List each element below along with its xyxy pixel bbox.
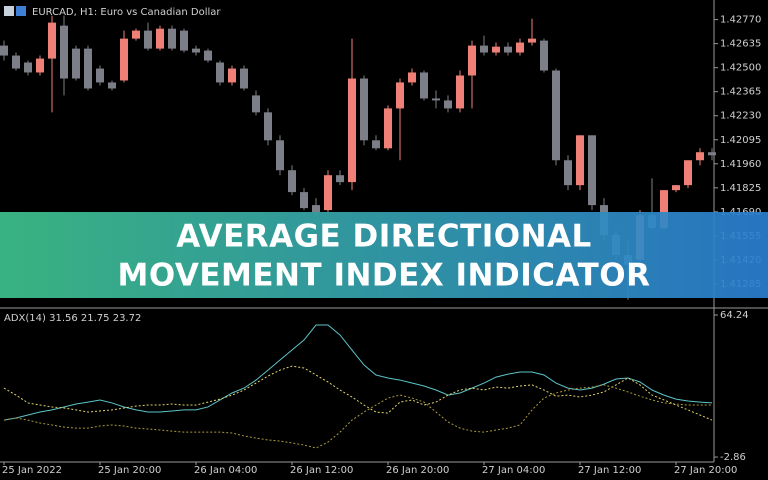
- candle-body: [36, 58, 44, 73]
- candle-body: [372, 140, 380, 149]
- banner-band: [0, 212, 768, 298]
- candle-body: [60, 25, 68, 79]
- y-tick-label: 1.41960: [720, 159, 761, 170]
- symbol-icon[interactable]: [16, 6, 26, 16]
- x-tick-label: 26 Jan 04:00: [194, 465, 257, 476]
- candle-body: [576, 135, 584, 186]
- candle-body: [528, 38, 536, 43]
- candle-body: [24, 62, 32, 73]
- y-tick-label: 1.41825: [720, 183, 761, 194]
- candle-body: [264, 112, 272, 141]
- candle-body: [420, 72, 428, 99]
- banner: AVERAGE DIRECTIONAL MOVEMENT INDEX INDIC…: [0, 212, 768, 298]
- y-tick-label: 1.42365: [720, 87, 761, 98]
- candle-body: [660, 190, 668, 229]
- x-tick-label: 27 Jan 20:00: [674, 465, 737, 476]
- candle-body: [84, 48, 92, 89]
- candle-body: [324, 175, 332, 211]
- banner-line: MOVEMENT INDEX INDICATOR: [118, 258, 651, 294]
- y-tick-label: 1.42230: [720, 111, 761, 122]
- candle-body: [468, 45, 476, 76]
- y-tick-label: 1.42770: [720, 15, 761, 26]
- candle-body: [456, 75, 464, 109]
- candle-body: [180, 30, 188, 51]
- y-tick-label: -2.86: [720, 452, 746, 463]
- candle-body: [12, 55, 20, 69]
- x-tick-label: 25 Jan 20:00: [98, 465, 161, 476]
- candle-body: [276, 140, 284, 171]
- candle-body: [408, 72, 416, 83]
- banner-line: AVERAGE DIRECTIONAL: [176, 219, 592, 255]
- candle-body: [300, 192, 308, 209]
- candle-body: [564, 160, 572, 186]
- candle-body: [480, 45, 488, 53]
- candle-body: [0, 45, 8, 56]
- x-tick-label: 26 Jan 12:00: [290, 465, 353, 476]
- candle-body: [48, 22, 56, 59]
- candle-body: [216, 62, 224, 83]
- x-tick-label: 26 Jan 20:00: [386, 465, 449, 476]
- candle-body: [192, 48, 200, 53]
- candle-body: [432, 98, 440, 101]
- candle-body: [156, 28, 164, 49]
- candle-body: [708, 152, 716, 156]
- y-tick-label: 1.42635: [720, 39, 761, 50]
- candle-body: [672, 185, 680, 191]
- candle-body: [336, 175, 344, 183]
- candle-body: [444, 100, 452, 109]
- candle-body: [588, 135, 596, 206]
- x-tick-label: 25 Jan 2022: [2, 465, 62, 476]
- y-tick-label: 64.24: [720, 310, 749, 321]
- indicator-line: [3, 324, 713, 421]
- candle-body: [252, 95, 260, 113]
- candle-body: [384, 108, 392, 149]
- indicator-title: ADX(14) 31.56 21.75 23.72: [4, 313, 141, 324]
- candle-body: [348, 78, 356, 183]
- candle-body: [552, 70, 560, 161]
- candle-body: [132, 30, 140, 39]
- candle-body: [684, 160, 692, 186]
- indicator-line: [3, 365, 713, 421]
- indicator-line: [3, 384, 712, 449]
- y-tick-label: 1.42500: [720, 63, 761, 74]
- candle-body: [96, 68, 104, 83]
- candle-body: [396, 82, 404, 109]
- candle-body: [168, 28, 176, 49]
- candle-body: [120, 38, 128, 81]
- candle-body: [360, 78, 368, 141]
- candle-body: [696, 152, 704, 161]
- candle-body: [288, 170, 296, 193]
- candle-body: [240, 68, 248, 89]
- candle-body: [312, 205, 320, 213]
- y-tick-label: 1.42095: [720, 135, 761, 146]
- candle-body: [540, 40, 548, 71]
- candle-body: [228, 68, 236, 83]
- chart-title: EURCAD, H1: Euro vs Canadian Dollar: [32, 7, 221, 18]
- candle-body: [204, 50, 212, 61]
- x-tick-label: 27 Jan 04:00: [482, 465, 545, 476]
- candle-body: [108, 82, 116, 89]
- candle-body: [72, 48, 80, 79]
- candle-body: [492, 46, 500, 53]
- candle-body: [516, 42, 524, 53]
- candle-body: [144, 30, 152, 49]
- candle-body: [504, 46, 512, 53]
- symbol-icon[interactable]: [4, 6, 14, 16]
- x-tick-label: 27 Jan 12:00: [578, 465, 641, 476]
